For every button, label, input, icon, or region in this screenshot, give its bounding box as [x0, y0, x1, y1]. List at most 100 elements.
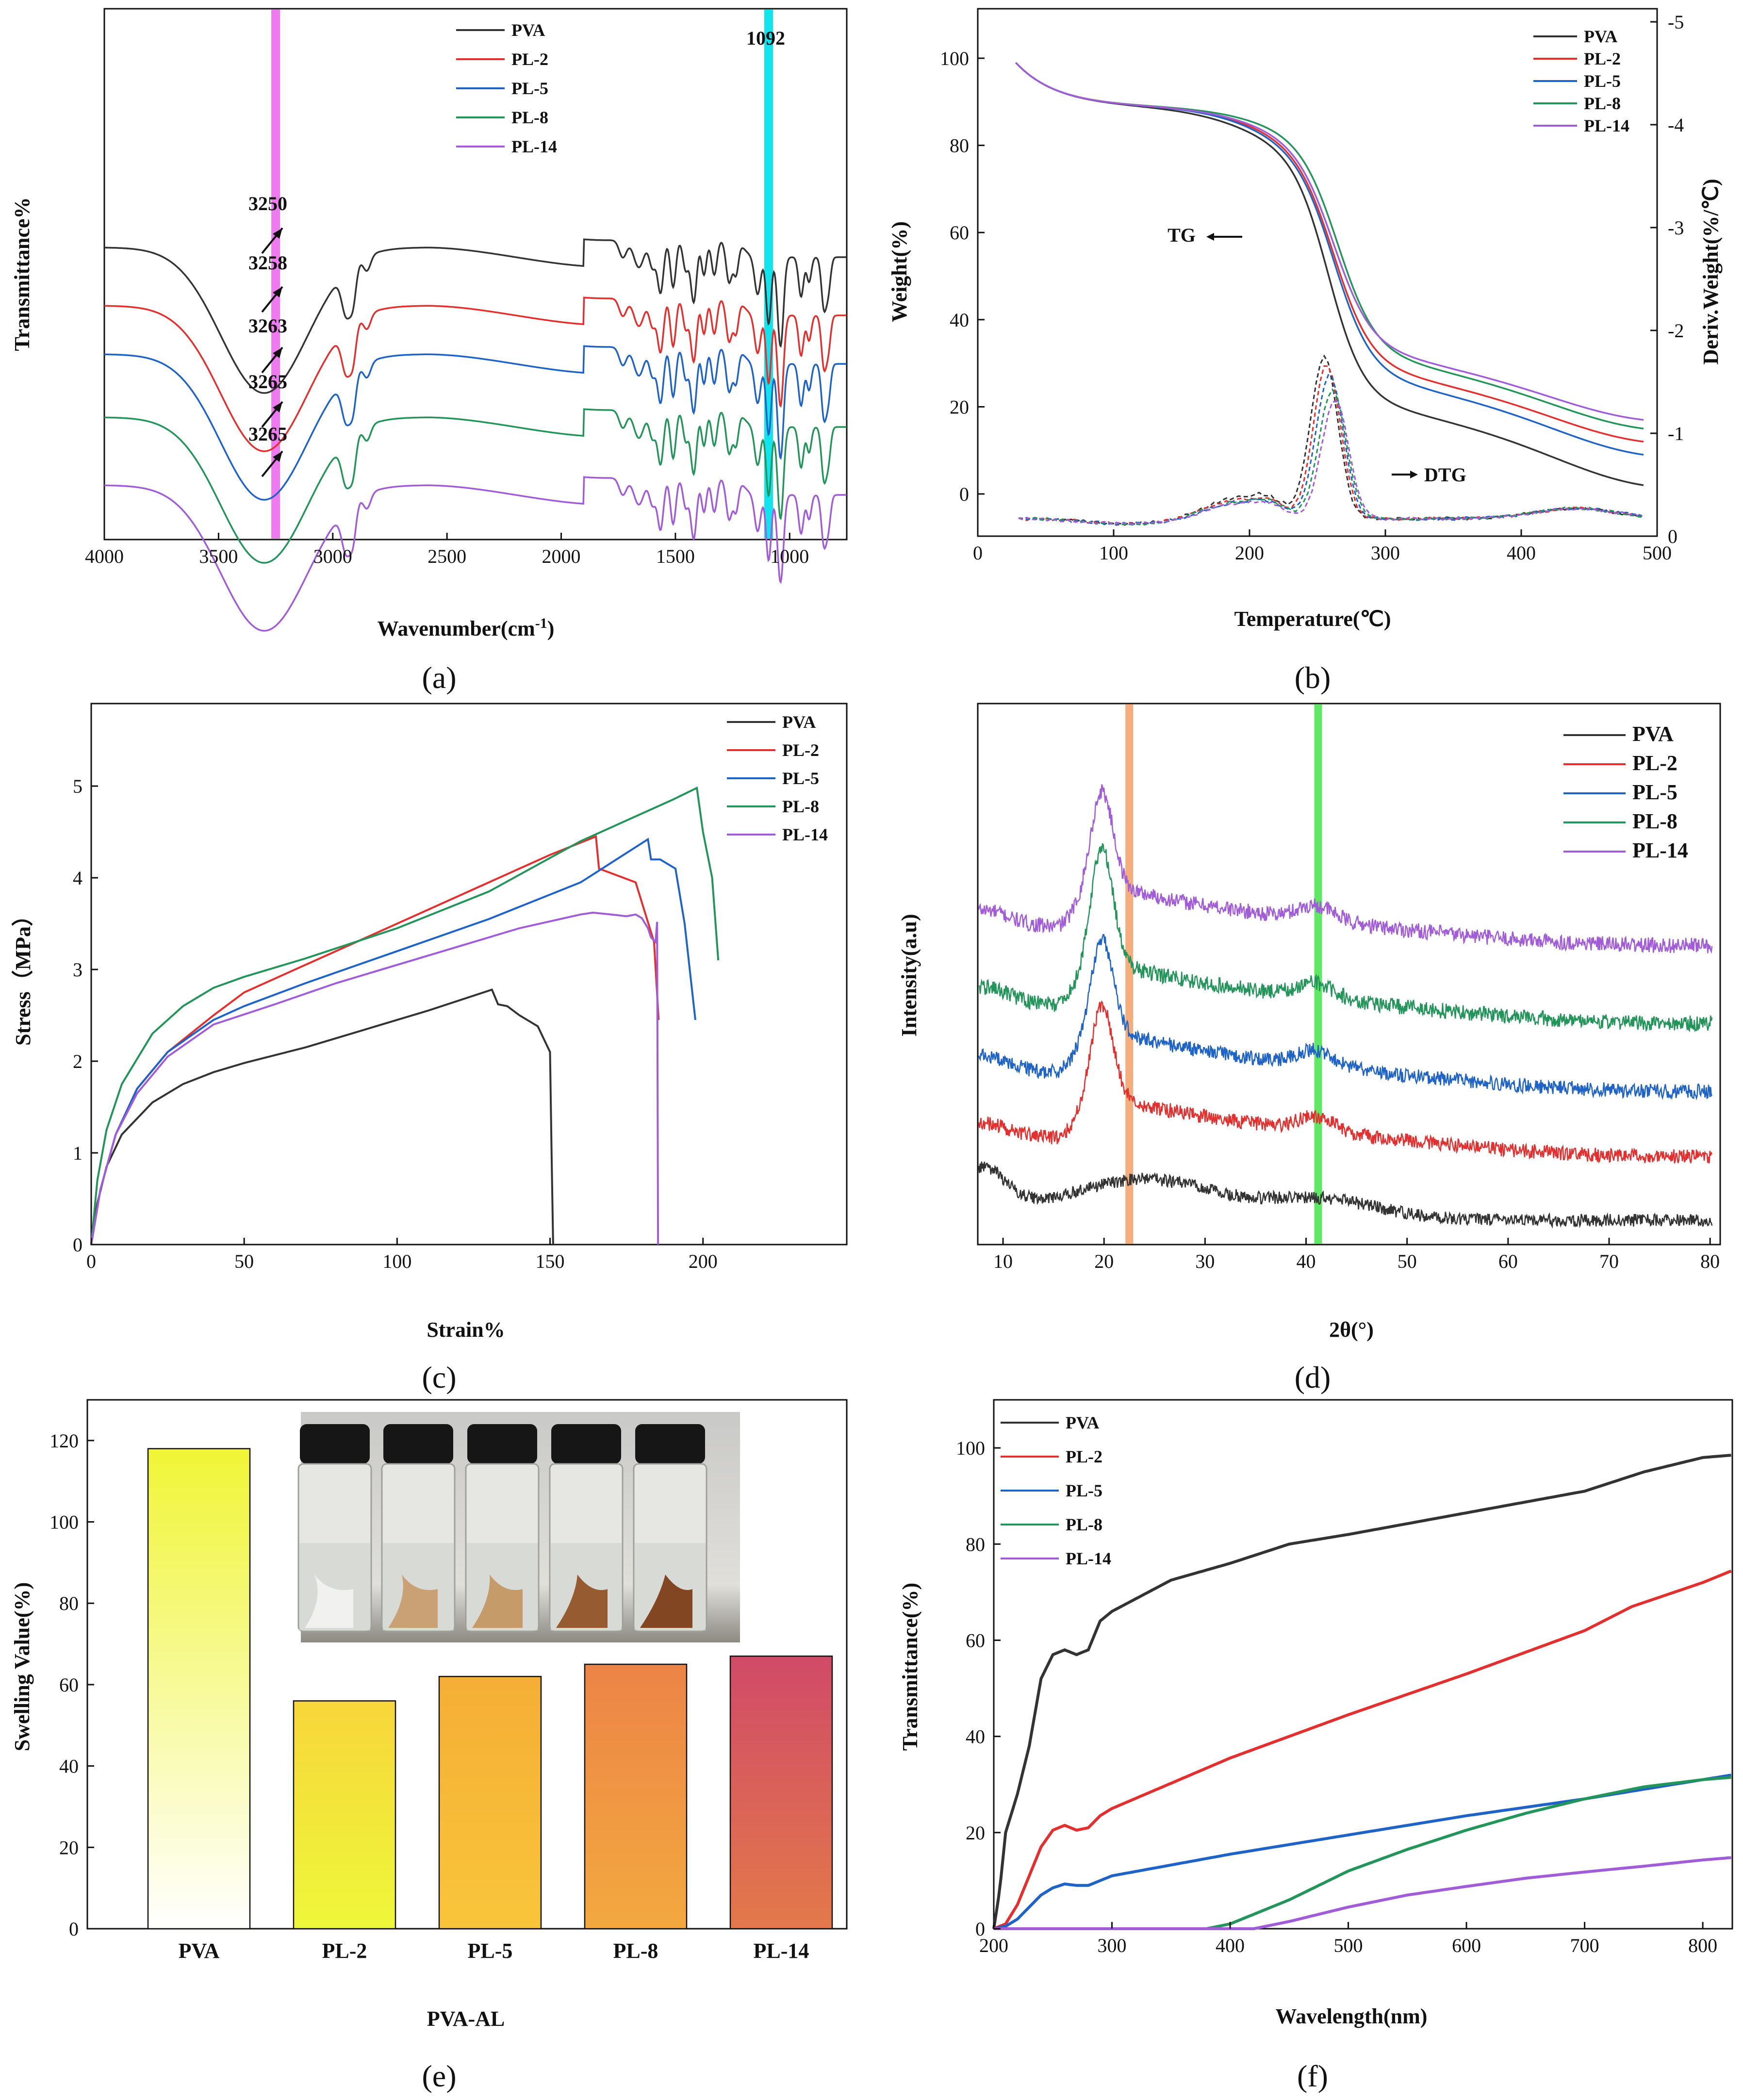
inset-photo	[297, 1412, 740, 1642]
series-line-pl-2	[978, 1000, 1713, 1164]
panel-e: PVA PL-2 PL-5 PL-8 PL-14 0 20 40 60 80 100 120 Swell…	[10, 1399, 848, 2093]
panel-label: (d)	[1295, 1360, 1331, 1395]
x-tick-label: 10	[993, 1250, 1013, 1272]
legend-label-pl-8: PL-8	[782, 797, 819, 816]
y-tick-label: 40	[950, 309, 969, 331]
y-tick-label: 1	[73, 1142, 82, 1164]
peak-label-pl-8: 3265	[248, 371, 287, 393]
y-tick-label: 80	[966, 1533, 985, 1555]
panel-b: 0 100 200 300 400 5000204060801000-1-2-3-4-5W…	[888, 8, 1723, 695]
x-tick-label: 800	[1688, 1935, 1717, 1956]
tg-curve-pl-14	[1015, 62, 1644, 421]
legend-label-pl-5: PL-5	[782, 769, 819, 788]
x-tick-label: 30	[1195, 1250, 1215, 1272]
legend-label-pl-14: PL-14	[1584, 116, 1629, 135]
legend-label-pl-8: PL-8	[1066, 1515, 1102, 1534]
plot-frame	[977, 8, 1658, 537]
y2-tick-label: -4	[1668, 114, 1684, 136]
x-axis-label: Wavenumber(cm-1)	[378, 615, 555, 640]
vial-cap	[635, 1424, 705, 1464]
x-tick-label: 200	[1235, 542, 1264, 564]
y-axis-label: Deriv.Weight(%/℃)	[1699, 179, 1723, 364]
series-line-pva	[992, 1454, 1731, 1929]
y-tick-label: 60	[966, 1629, 985, 1651]
marker-label: 1092	[746, 27, 785, 49]
series-line-pl-8	[90, 786, 720, 1245]
vial-cap	[551, 1424, 621, 1464]
legend-label-pl-2: PL-2	[782, 740, 819, 760]
legend-label-pva: PVA	[782, 712, 816, 732]
y-tick-label: 4	[73, 867, 82, 889]
plot-frame	[90, 703, 848, 1246]
y-tick-label: 0	[959, 483, 969, 505]
series-line-pl-5	[978, 934, 1713, 1100]
x-tick-label: 3000	[313, 545, 352, 567]
y-tick-label: 3	[73, 959, 82, 981]
x-axis-label: Temperature(℃)	[1234, 607, 1391, 631]
y-tick-label: 80	[950, 135, 969, 157]
category-label: PL-5	[468, 1939, 513, 1963]
x-tick-label: 3500	[199, 545, 238, 567]
arrow-head	[273, 402, 282, 412]
y-tick-label: 20	[59, 1837, 79, 1858]
y-tick-label: 120	[49, 1430, 79, 1452]
x-tick-label: 80	[1700, 1250, 1720, 1272]
dtg-curve-pva	[1018, 354, 1643, 526]
y-tick-label: 60	[59, 1674, 79, 1696]
series-line-pva	[978, 1161, 1713, 1229]
y2-tick-label: -2	[1668, 320, 1684, 342]
y-axis-label: Weight(%)	[888, 221, 911, 322]
bar-pl-2	[293, 1700, 396, 1930]
dtg-curve-pl-5	[1018, 374, 1643, 526]
x-tick-label: 0	[973, 542, 983, 564]
dtg-curve-pl-14	[1018, 401, 1643, 525]
plot-frame	[993, 1399, 1733, 1930]
film-sample	[388, 1575, 438, 1628]
panel-label: (f)	[1297, 2059, 1328, 2093]
x-tick-label: 100	[1099, 542, 1128, 564]
arrow-head	[273, 347, 282, 358]
category-label: PL-2	[322, 1939, 367, 1963]
series-line-pl-14	[994, 1856, 1731, 1930]
arrow-head	[273, 287, 282, 297]
bar-pva	[147, 1448, 251, 1930]
panel-d: 10 20 30 40 50 60 70 80 Intensity(a.u) 2θ(°) PVA PL…	[897, 703, 1721, 1395]
legend-label-pl-14: PL-14	[782, 825, 828, 844]
legend-label-pl-5: PL-5	[1066, 1481, 1102, 1500]
y-axis-label: Swelling Value(%)	[10, 1582, 34, 1751]
series-line-pl-2	[104, 296, 847, 452]
tg-annotation: TG	[1167, 224, 1196, 246]
legend-label-pl-5: PL-5	[1632, 780, 1677, 804]
x-tick-label: 60	[1498, 1250, 1518, 1272]
vial-cap	[467, 1424, 537, 1464]
series-line-pva	[90, 988, 554, 1245]
legend-label-pva: PVA	[511, 20, 545, 40]
y-tick-label: 0	[69, 1918, 79, 1940]
y-tick-label: 2	[73, 1050, 82, 1072]
y2-tick-label: 0	[1668, 525, 1677, 547]
category-label: PL-8	[613, 1939, 658, 1963]
y-tick-label: 100	[940, 48, 969, 69]
tg-curve-pl-2	[1015, 62, 1644, 443]
x-tick-label: 50	[1398, 1250, 1417, 1272]
series-line-pl-8	[104, 408, 847, 564]
dtg-annotation: DTG	[1424, 464, 1466, 486]
legend-label-pva: PVA	[1584, 27, 1617, 46]
y-tick-label: 100	[956, 1437, 985, 1459]
x-tick-label: 70	[1599, 1250, 1619, 1272]
y2-tick-label: -3	[1668, 217, 1684, 239]
legend-label-pl-8: PL-8	[1632, 809, 1677, 833]
x-tick-label: 400	[1507, 542, 1536, 564]
panel-f: 200 300 400 500 600 700 800 0 20 40 60 80 100 Transmi…	[898, 1399, 1733, 2093]
category-label: PL-14	[754, 1939, 809, 1963]
x-tick-label: 20	[1094, 1250, 1114, 1272]
y-tick-label: 20	[966, 1822, 985, 1844]
legend-label-pl-2: PL-2	[511, 49, 548, 69]
plot-frame	[103, 8, 848, 541]
panel-label: (e)	[422, 2059, 456, 2093]
legend-label-pl-2: PL-2	[1066, 1447, 1102, 1466]
x-tick-label: 0	[86, 1250, 96, 1272]
arrow-head	[1206, 233, 1214, 241]
x-tick-label: 2000	[542, 545, 581, 567]
arrow-head	[1410, 471, 1418, 478]
